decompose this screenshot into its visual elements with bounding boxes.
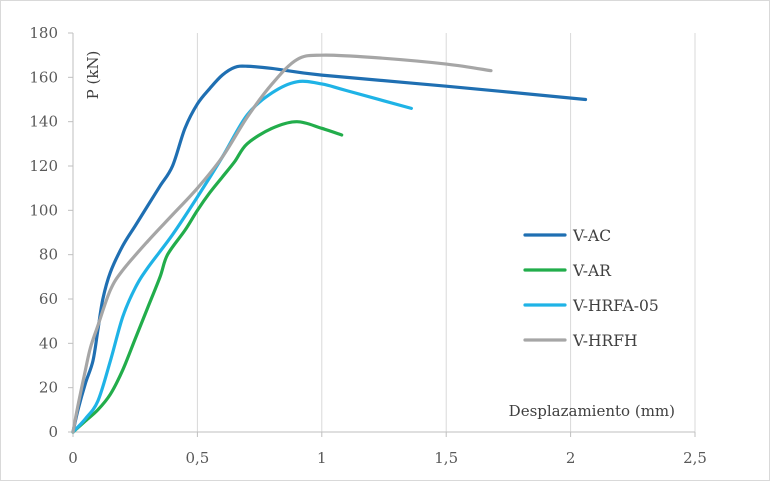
y-tick-label: 80 — [39, 246, 58, 264]
tick-labels: 0 20 40 60 80 100 120 140 160 180 0 0,5 1 1,5 2 2,5 — [29, 24, 707, 467]
series-lines — [71, 53, 588, 434]
x-tick-label: 2 — [566, 449, 576, 467]
y-tick-label: 180 — [29, 24, 58, 42]
y-tick-label: 140 — [29, 113, 58, 131]
x-tick-label: 1 — [317, 449, 327, 467]
x-tick-label: 0 — [68, 449, 78, 467]
legend-label-v-hrfa-05: V-HRFA-05 — [572, 297, 659, 315]
x-axis-title: Desplazamiento (mm) — [509, 402, 675, 420]
series-line-v-ac — [71, 64, 588, 434]
legend-label-v-ac: V-AC — [572, 227, 611, 245]
y-tick-label: 100 — [29, 201, 58, 219]
series-line-v-hrfh — [71, 53, 493, 434]
y-tick-label: 120 — [29, 157, 58, 175]
y-tick-label: 160 — [29, 68, 58, 86]
y-tick-label: 40 — [39, 334, 58, 352]
y-tick-label: 20 — [39, 379, 58, 397]
y-tick-label: 60 — [39, 290, 58, 308]
y-tick-label: 0 — [48, 423, 58, 441]
x-tick-label: 2,5 — [683, 449, 707, 467]
x-tick-label: 1,5 — [434, 449, 458, 467]
legend: V-AC V-AR V-HRFA-05 V-HRFH — [523, 227, 659, 350]
series-line-v-ar — [71, 120, 344, 434]
axes — [68, 32, 696, 437]
legend-label-v-ar: V-AR — [572, 262, 612, 280]
legend-label-v-hrfh: V-HRFH — [572, 332, 637, 350]
x-tick-label: 0,5 — [185, 449, 209, 467]
y-axis-title: P (kN) — [84, 51, 102, 100]
series-line-v-hrfa-05 — [71, 79, 413, 434]
